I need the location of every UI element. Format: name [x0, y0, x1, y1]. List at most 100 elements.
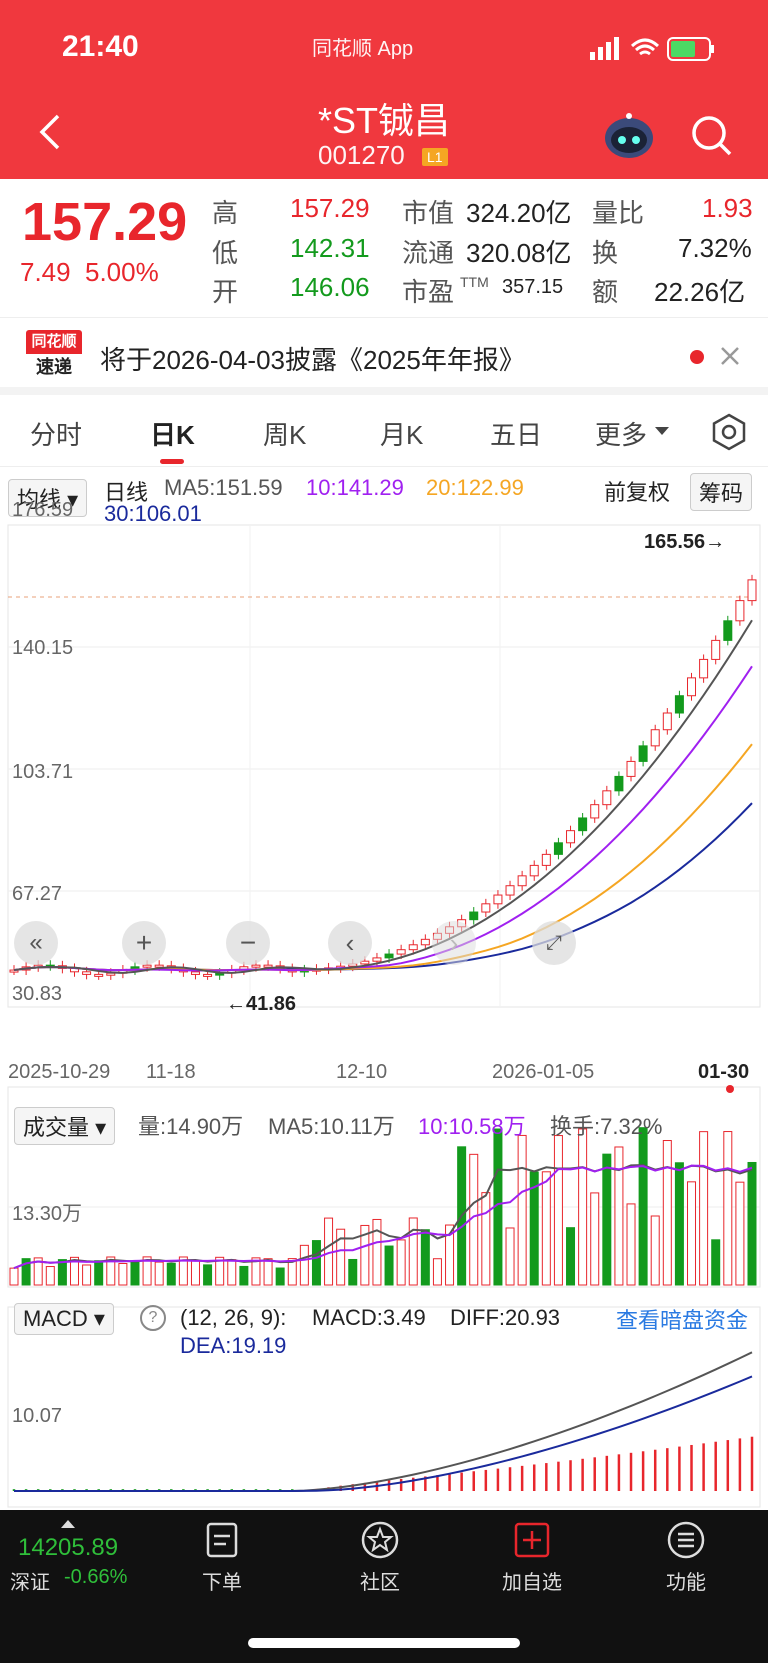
help-icon[interactable]: ? — [140, 1305, 166, 1331]
zoom-out-icon[interactable]: − — [226, 921, 270, 965]
app-header: 21:40 同花顺 App *ST铖昌 001270 L1 — [0, 0, 768, 179]
quote-panel: 157.29 7.49 5.00% 高 157.29 低 142.31 开 14… — [0, 179, 768, 317]
macd-diff-line — [14, 1351, 753, 1492]
robot-assistant-icon[interactable] — [602, 112, 656, 160]
volume-select-label: 成交量 — [23, 1115, 90, 1140]
indicator-select[interactable]: 均线 ▾ — [8, 479, 88, 517]
candle-body — [360, 960, 370, 965]
macd-dea-line — [14, 1375, 753, 1492]
y-tick: 30.83 — [12, 983, 63, 1005]
macd-bars-group — [12, 1436, 754, 1491]
tab-more[interactable]: 更多 — [595, 420, 648, 450]
kline-svg — [7, 524, 761, 1508]
candle-body — [384, 953, 394, 959]
volume-bar — [396, 1239, 406, 1286]
candle-body — [469, 911, 479, 921]
volume-bar — [408, 1217, 418, 1286]
chevron-right-icon[interactable]: › — [432, 921, 476, 965]
kline-chart-area[interactable]: 均线 ▾ 日线 MA5:151.59 10:141.29 20:122.99 3… — [0, 467, 768, 1510]
volume-bar — [360, 1224, 370, 1286]
macd-params: (12, 26, 9): — [180, 1305, 287, 1330]
volume-turnover: 换手:7.32% — [550, 1114, 663, 1139]
volume-bar — [21, 1258, 31, 1286]
volume-bar — [154, 1261, 164, 1286]
volume-bar — [33, 1257, 43, 1286]
volume-bar — [590, 1192, 600, 1286]
index-value[interactable]: 14205.89 — [18, 1534, 119, 1561]
fullscreen-icon[interactable]: ⤢ — [532, 921, 576, 965]
back-icon[interactable] — [34, 112, 64, 152]
period-tabs: 分时 日K 周K 月K 五日 更多 — [0, 395, 768, 467]
amount-value: 22.26亿 — [654, 277, 746, 307]
price-change: 7.49 — [20, 257, 71, 287]
pe-label: 市盈 — [402, 277, 455, 307]
volume-bar — [650, 1215, 660, 1286]
app-source-label[interactable]: 同花顺 App — [312, 38, 414, 60]
volume-bar — [711, 1239, 721, 1286]
candle-body — [687, 677, 697, 697]
volume-bar — [263, 1258, 273, 1286]
candle-body — [529, 864, 539, 877]
volume-bar — [541, 1171, 551, 1286]
functions-button[interactable]: 功能 — [636, 1510, 736, 1595]
macd-select[interactable]: MACD ▾ — [14, 1303, 114, 1335]
candle-body — [372, 957, 382, 962]
order-button[interactable]: 下单 — [172, 1510, 272, 1595]
adjust-mode[interactable]: 前复权 — [604, 480, 671, 505]
candle-body — [505, 885, 515, 896]
candle-body — [408, 944, 418, 951]
community-button[interactable]: 社区 — [330, 1510, 430, 1595]
volume-bar — [9, 1267, 19, 1286]
badge-bottom: 速递 — [36, 357, 72, 377]
candle-body — [674, 695, 684, 714]
chevron-left-icon[interactable]: ‹ — [328, 921, 372, 965]
volume-bar — [142, 1256, 152, 1286]
rewind-icon[interactable]: « — [14, 921, 58, 965]
candle-body — [723, 620, 733, 641]
low-value: 142.31 — [290, 233, 370, 263]
candle-body — [590, 804, 600, 819]
candle-body — [541, 853, 551, 866]
ma5-value: MA5:151.59 — [164, 475, 283, 500]
tab-five-day[interactable]: 五日 — [490, 420, 543, 450]
y-tick: 67.27 — [12, 883, 63, 905]
tab-minute[interactable]: 分时 — [30, 420, 83, 450]
level-badge: L1 — [422, 148, 448, 166]
current-date-dot — [726, 1085, 734, 1093]
tab-monthly[interactable]: 月K — [380, 420, 424, 450]
dark-pool-link[interactable]: 查看暗盘资金 — [616, 1308, 749, 1333]
volume-bar — [166, 1262, 176, 1286]
announcement-text: 将于2026-04-03披露《2025年年报》 — [100, 345, 525, 375]
status-icons — [590, 37, 714, 61]
candle-body — [517, 875, 527, 887]
turnover-value: 7.32% — [678, 233, 752, 263]
search-icon[interactable] — [690, 114, 734, 158]
volume-select[interactable]: 成交量 ▾ — [14, 1107, 116, 1145]
candle-body — [747, 579, 757, 602]
volume-bar — [662, 1140, 672, 1286]
candle-body — [614, 775, 624, 792]
volume-ma5: MA5:10.11万 — [268, 1114, 395, 1139]
index-change: -0.66% — [64, 1566, 128, 1588]
candle-body — [420, 938, 430, 946]
candle-body — [263, 964, 273, 968]
announcement-banner[interactable]: 同花顺 速递 将于2026-04-03披露《2025年年报》 — [0, 317, 768, 395]
pe-ttm-sup: TTM — [460, 274, 489, 290]
tab-weekly[interactable]: 周K — [263, 420, 307, 450]
add-watchlist-button[interactable]: 加自选 — [482, 1510, 582, 1595]
candle-body — [662, 712, 672, 731]
x-tick: 12-10 — [336, 1061, 388, 1083]
candle-body — [578, 817, 588, 832]
close-icon[interactable] — [718, 344, 742, 368]
zoom-in-icon[interactable]: + — [122, 921, 166, 965]
settings-hexagon-icon[interactable] — [710, 413, 748, 451]
candle-body — [699, 658, 709, 679]
chips-button[interactable]: 筹码 — [690, 473, 753, 511]
volume-bar — [215, 1256, 225, 1286]
tab-daily[interactable]: 日K — [150, 420, 195, 450]
volume-bar — [687, 1181, 697, 1286]
open-value: 146.06 — [290, 272, 370, 302]
volume-bar — [178, 1256, 188, 1286]
volume-bar — [227, 1259, 237, 1286]
volume-bar — [517, 1134, 527, 1286]
